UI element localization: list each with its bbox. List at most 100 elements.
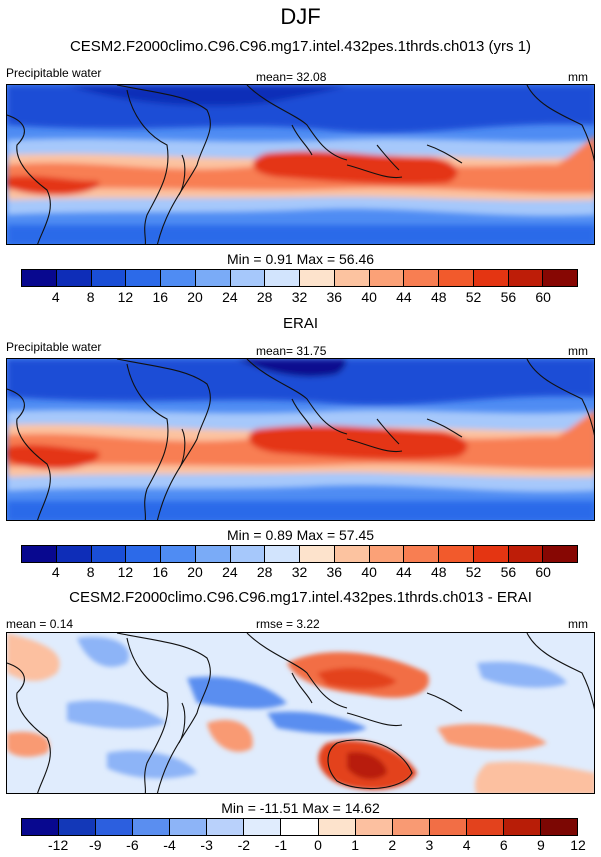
colorbar-swatch [244, 819, 282, 835]
colorbar-tick-label: 4 [51, 289, 60, 305]
colorbar-swatch [369, 270, 405, 286]
colorbar-swatch [429, 819, 467, 835]
colorbar-swatch [369, 546, 405, 562]
colorbar-tick-label: -1 [274, 837, 288, 853]
panel-2-units-label: mm [568, 344, 588, 358]
colorbar-tick-label: 52 [465, 289, 482, 305]
colorbar-swatch [334, 270, 370, 286]
colorbar-swatch [355, 819, 393, 835]
colorbar-swatch [300, 270, 335, 286]
colorbar-tick-label: 4 [462, 837, 471, 853]
colorbar-tick-label: 36 [326, 564, 343, 580]
colorbar-swatch [508, 270, 544, 286]
colorbar-tick-label: 40 [361, 289, 377, 305]
panel-1-units-label: mm [568, 70, 588, 84]
panel-1-variable-label: Precipitable water [6, 66, 102, 80]
colorbar-tick-label: 52 [465, 564, 482, 580]
panel-1-minmax: Min = 0.91 Max = 56.46 [226, 251, 375, 267]
colorbar-tick-label: -4 [163, 837, 176, 853]
colorbar-tick-label: 44 [396, 564, 412, 580]
colorbar-tick-label: 9 [536, 837, 545, 853]
colorbar-swatch [230, 546, 266, 562]
panel-2-title: ERAI [282, 315, 318, 332]
panel-3-map [6, 632, 595, 794]
colorbar-swatch [126, 270, 161, 286]
colorbar-tick-label: 6 [499, 837, 508, 853]
colorbar-tick-label: 44 [396, 289, 412, 305]
colorbar-swatch [439, 546, 474, 562]
colorbar-tick-label: -2 [237, 837, 251, 853]
colorbar-tick-label: 56 [500, 289, 517, 305]
panel-1-title: CESM2.F2000climo.C96.C96.mg17.intel.432p… [69, 38, 532, 55]
colorbar-swatch [265, 270, 300, 286]
colorbar-swatch [404, 270, 439, 286]
colorbar-swatch [56, 270, 92, 286]
colorbar-swatch [473, 270, 509, 286]
colorbar-tick-label: 60 [535, 289, 551, 305]
colorbar-swatch [56, 546, 92, 562]
colorbar-tick-label: 20 [187, 564, 203, 580]
colorbar-tick-label: 12 [117, 564, 134, 580]
colorbar-swatch [22, 819, 60, 835]
colorbar-tick-label: 32 [291, 289, 308, 305]
panel-1-map [6, 84, 595, 245]
colorbar-tick-label: 8 [86, 564, 95, 580]
colorbar-tick-label: -9 [89, 837, 102, 853]
colorbar-swatch [300, 546, 335, 562]
panel-3-colorbar [21, 818, 578, 836]
colorbar-tick-label: 1 [351, 837, 360, 853]
colorbar-tick-label: 2 [388, 837, 397, 853]
colorbar-tick-label: 12 [570, 837, 586, 853]
colorbar-tick-label: 16 [152, 289, 169, 305]
colorbar-tick-label: 40 [361, 564, 377, 580]
colorbar-tick-label: -12 [48, 837, 69, 853]
colorbar-swatch [318, 819, 356, 835]
panel-3-units-label: mm [568, 617, 588, 631]
colorbar-tick-label: 20 [187, 289, 203, 305]
colorbar-swatch [334, 546, 370, 562]
panel-2-colorbar [21, 545, 578, 563]
colorbar-swatch [404, 546, 439, 562]
panel-3-colorbar-ticks: -12 -9 -6 -4 -3 -2 -1 0 1 2 3 4 6 9 12 [21, 837, 586, 853]
colorbar-tick-label: 4 [51, 564, 60, 580]
panel-3-rmse-label: rmse = 3.22 [256, 617, 320, 631]
colorbar-swatch [540, 819, 577, 835]
colorbar-swatch [59, 819, 97, 835]
colorbar-tick-label: 24 [222, 564, 238, 580]
colorbar-tick-label: 32 [291, 564, 308, 580]
colorbar-tick-label: -6 [126, 837, 139, 853]
colorbar-swatch [91, 270, 127, 286]
colorbar-swatch [161, 546, 196, 562]
colorbar-tick-label: 56 [500, 564, 517, 580]
colorbar-swatch [543, 270, 577, 286]
colorbar-swatch [466, 819, 504, 835]
colorbar-tick-label: 48 [430, 564, 447, 580]
panel-2-map [6, 358, 595, 521]
panel-1-colorbar [21, 269, 578, 287]
colorbar-swatch [392, 819, 430, 835]
colorbar-swatch [91, 546, 127, 562]
panel-3-mean-label: mean = 0.14 [6, 617, 74, 631]
colorbar-swatch [503, 819, 541, 835]
panel-2-variable-label: Precipitable water [6, 340, 102, 354]
panel-2-colorbar-ticks: 4 8 12 16 20 24 28 32 36 40 44 48 52 56 60 [21, 564, 578, 580]
colorbar-swatch [230, 270, 266, 286]
colorbar-swatch [96, 819, 134, 835]
colorbar-swatch [195, 270, 231, 286]
colorbar-tick-label: 12 [117, 289, 134, 305]
colorbar-swatch [543, 546, 577, 562]
colorbar-swatch [439, 270, 474, 286]
colorbar-tick-label: 36 [326, 289, 343, 305]
panel-2-minmax: Min = 0.89 Max = 57.45 [226, 527, 375, 543]
colorbar-tick-label: 48 [430, 289, 447, 305]
colorbar-swatch [207, 819, 245, 835]
panel-1-mean-label: mean= 32.08 [256, 70, 327, 84]
colorbar-tick-label: 8 [86, 289, 95, 305]
colorbar-swatch [22, 546, 57, 562]
colorbar-swatch [161, 270, 196, 286]
colorbar-swatch [126, 546, 161, 562]
colorbar-tick-label: 28 [256, 564, 273, 580]
panel-3-title: CESM2.F2000climo.C96.C96.mg17.intel.432p… [69, 589, 532, 606]
colorbar-swatch [22, 270, 57, 286]
panel-2-mean-label: mean= 31.75 [256, 344, 327, 358]
